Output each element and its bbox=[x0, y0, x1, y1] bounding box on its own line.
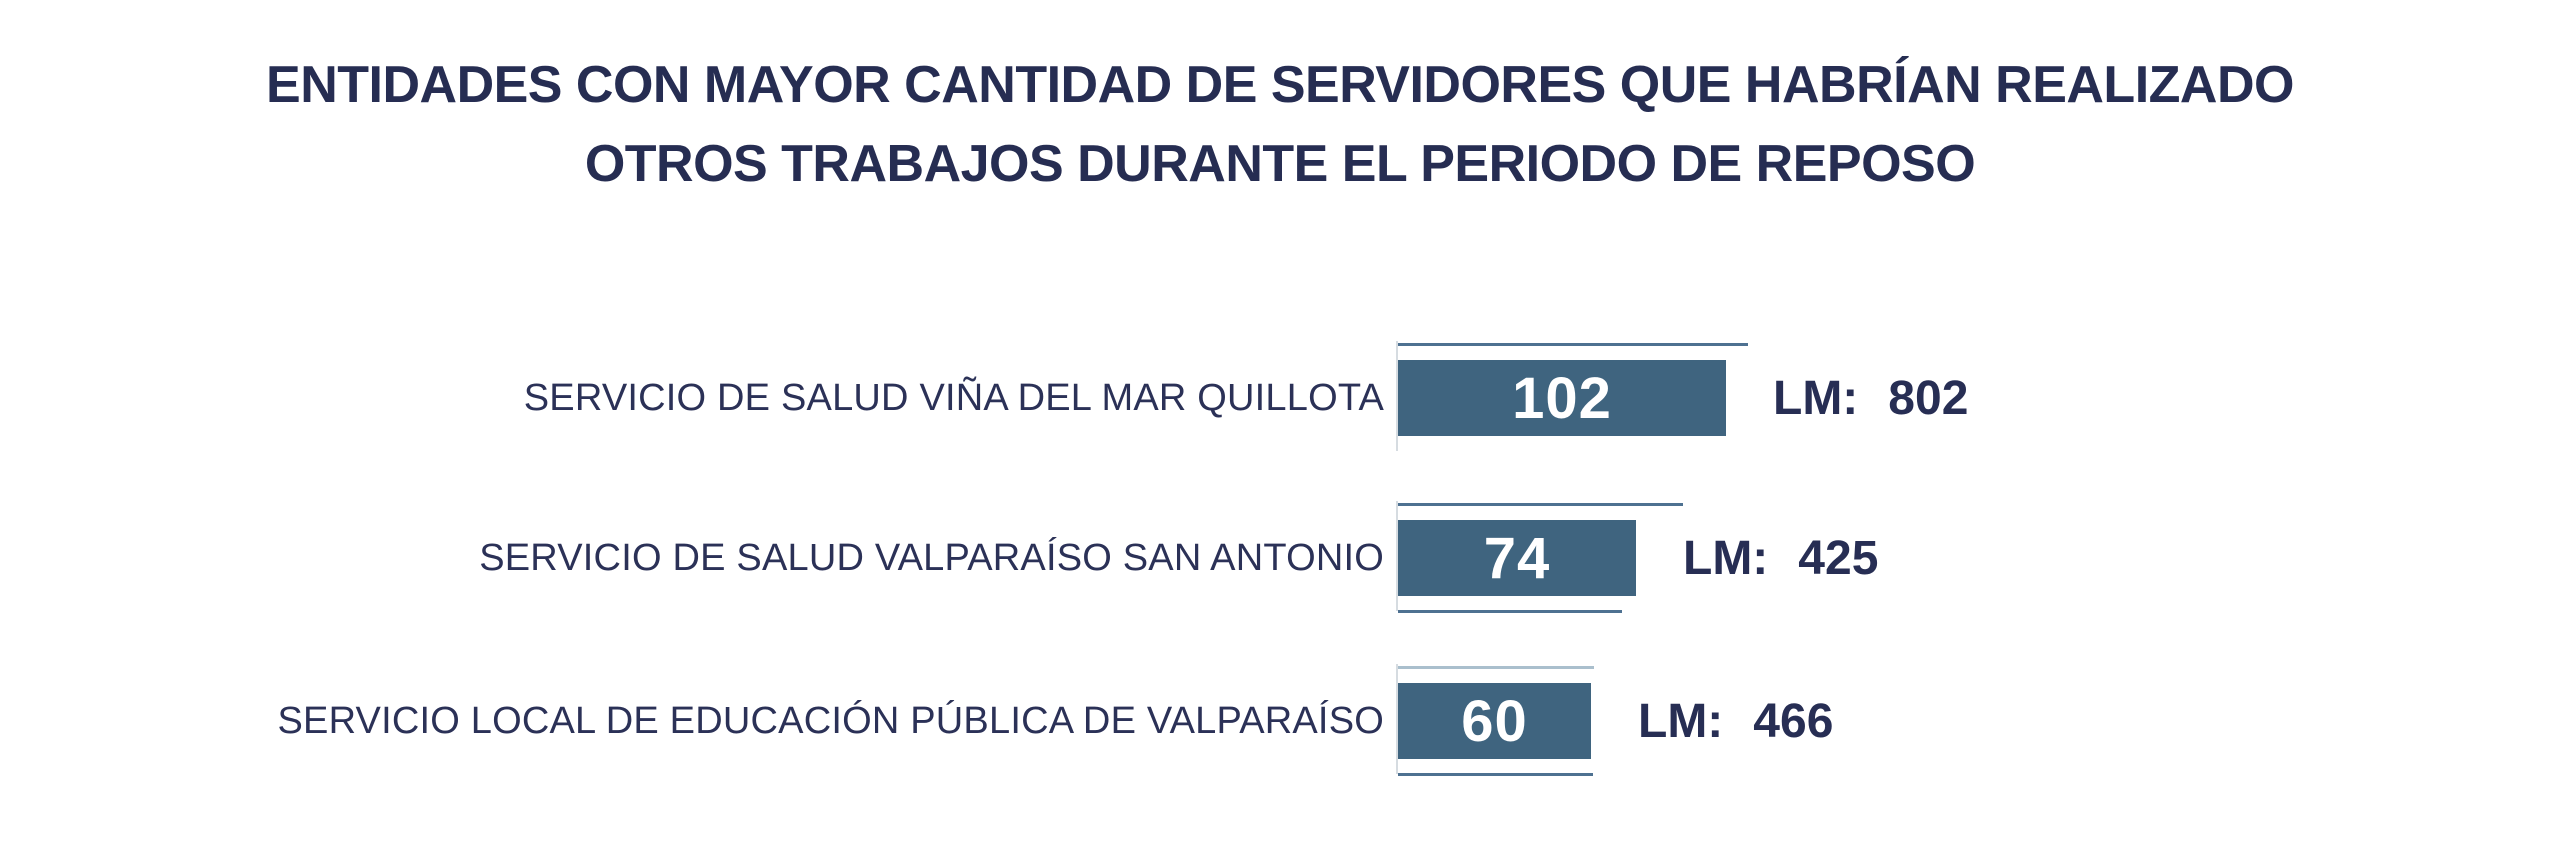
lm-value: 425 bbox=[1798, 531, 1879, 585]
lm-annotation: LM: 802 bbox=[1773, 371, 1968, 426]
rule-line-above bbox=[1398, 666, 1594, 669]
lm-prefix: LM: bbox=[1683, 531, 1769, 585]
bar-area: 74 LM: 425 bbox=[1398, 520, 1878, 596]
bar-value-label: 102 bbox=[1512, 365, 1612, 431]
value-bar: 74 bbox=[1398, 520, 1636, 596]
lm-value: 466 bbox=[1753, 694, 1834, 748]
category-label: SERVICIO DE SALUD VIÑA DEL MAR QUILLOTA bbox=[523, 376, 1384, 419]
bar-row: SERVICIO DE SALUD VIÑA DEL MAR QUILLOTA … bbox=[0, 341, 2560, 451]
category-label: SERVICIO LOCAL DE EDUCACIÓN PÚBLICA DE V… bbox=[277, 699, 1384, 742]
axis-tick-line bbox=[1396, 664, 1398, 774]
lm-prefix: LM: bbox=[1773, 371, 1859, 425]
bar-area: 102 LM: 802 bbox=[1398, 360, 1968, 436]
rule-line-above bbox=[1398, 503, 1683, 506]
rule-line-above bbox=[1398, 343, 1748, 346]
chart-title: ENTIDADES CON MAYOR CANTIDAD DE SERVIDOR… bbox=[0, 46, 2560, 204]
lm-value: 802 bbox=[1888, 371, 1969, 425]
chart-title-line-1: ENTIDADES CON MAYOR CANTIDAD DE SERVIDOR… bbox=[266, 56, 2294, 114]
lm-annotation: LM: 466 bbox=[1638, 694, 1833, 749]
category-label: SERVICIO DE SALUD VALPARAÍSO SAN ANTONIO bbox=[479, 536, 1384, 579]
bar-row: SERVICIO LOCAL DE EDUCACIÓN PÚBLICA DE V… bbox=[0, 664, 2560, 776]
bar-value-label: 60 bbox=[1461, 688, 1528, 754]
rule-line-below bbox=[1398, 610, 1622, 613]
bar-row: SERVICIO DE SALUD VALPARAÍSO SAN ANTONIO… bbox=[0, 501, 2560, 613]
value-bar: 60 bbox=[1398, 683, 1591, 759]
lm-prefix: LM: bbox=[1638, 694, 1724, 748]
chart-title-line-2: OTROS TRABAJOS DURANTE EL PERIODO DE REP… bbox=[584, 135, 1976, 193]
bar-area: 60 LM: 466 bbox=[1398, 683, 1833, 759]
bar-value-label: 74 bbox=[1483, 525, 1551, 591]
lm-annotation: LM: 425 bbox=[1683, 531, 1878, 586]
axis-tick-line bbox=[1396, 501, 1398, 611]
axis-tick-line bbox=[1396, 341, 1398, 451]
rule-line-below bbox=[1398, 773, 1593, 776]
value-bar: 102 bbox=[1398, 360, 1726, 436]
